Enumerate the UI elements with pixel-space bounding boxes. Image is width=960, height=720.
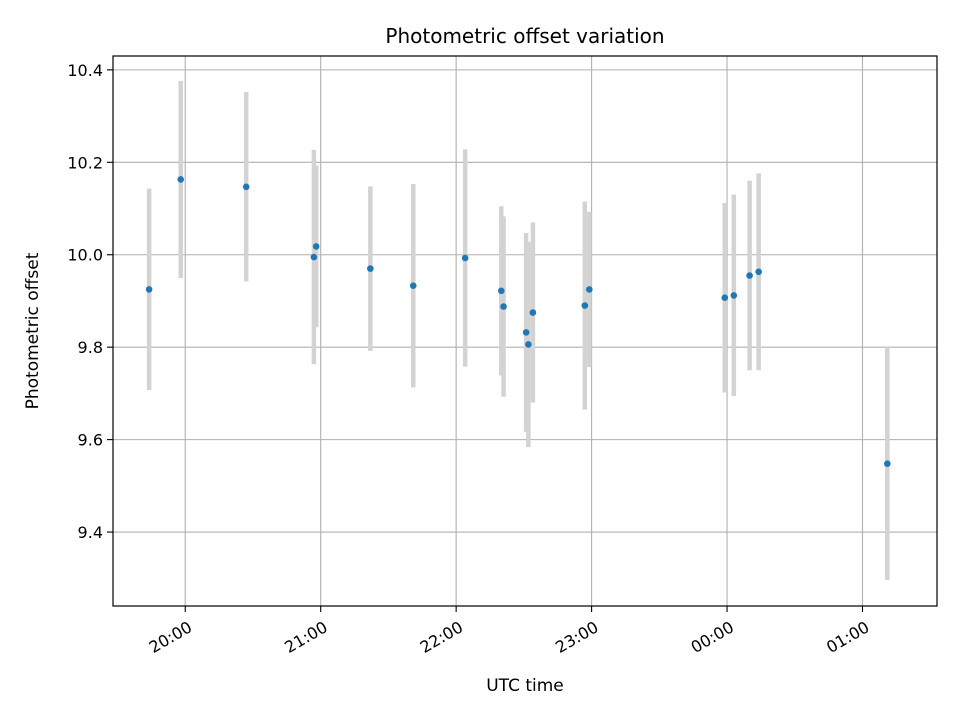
data-point <box>525 341 532 348</box>
data-point <box>500 303 507 310</box>
data-point <box>721 294 729 302</box>
data-point <box>497 287 505 295</box>
data-point <box>367 265 374 272</box>
data-point <box>310 253 318 261</box>
data-point <box>581 302 589 309</box>
y-tick-label: 10.2 <box>67 153 103 172</box>
y-tick-label: 9.4 <box>78 523 103 542</box>
x-axis-title: UTC time <box>486 676 564 696</box>
data-point <box>461 254 469 262</box>
data-point <box>177 176 185 183</box>
data-point <box>522 329 530 336</box>
y-tick-label: 10.0 <box>67 246 103 265</box>
y-axis-title: Photometric offset <box>23 252 43 409</box>
data-point <box>409 282 417 290</box>
plot-area-frame <box>112 55 938 607</box>
data-point <box>145 286 153 293</box>
y-tick-label: 10.4 <box>67 61 103 80</box>
data-points <box>145 176 891 467</box>
chart-title: Photometric offset variation <box>385 24 664 48</box>
y-tick-label: 9.8 <box>78 338 103 357</box>
data-point <box>529 309 537 316</box>
data-point <box>312 243 320 250</box>
data-point <box>884 460 891 467</box>
data-point <box>746 272 753 279</box>
data-point <box>242 183 250 191</box>
y-tick-label: 9.6 <box>78 431 103 450</box>
data-point <box>730 292 738 299</box>
data-point <box>755 268 762 276</box>
data-point <box>586 286 593 293</box>
